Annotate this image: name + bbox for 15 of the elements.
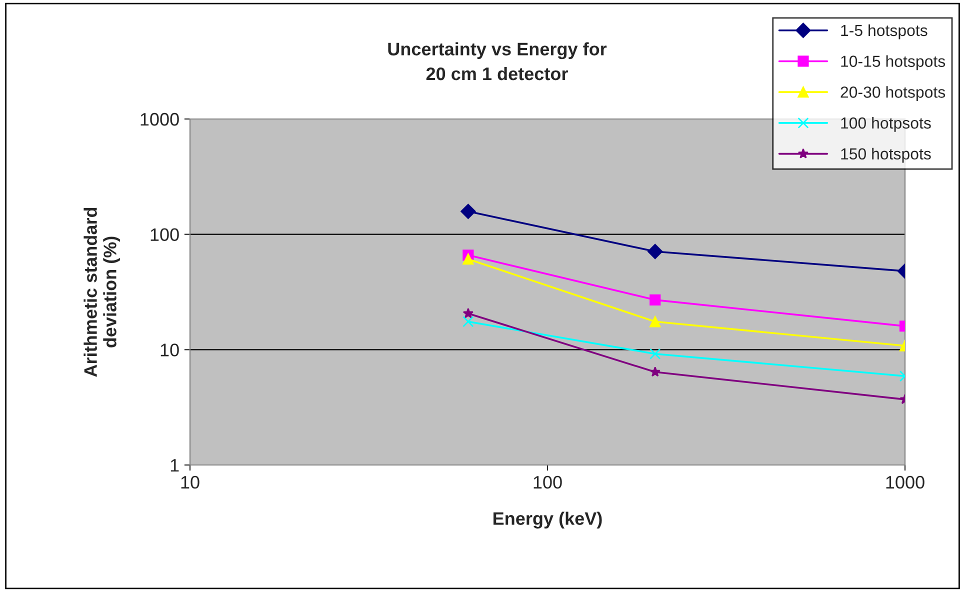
x-tick-label: 1000 — [886, 476, 924, 489]
legend-label: 10-15 hotspots — [841, 55, 946, 70]
y-tick-label: 1000 — [140, 112, 179, 126]
legend-label: 100 hotpsots — [841, 116, 931, 132]
x-tick-label: 100 — [534, 476, 562, 489]
chart-title: Uncertainty vs Energy for 20 cm 1 detector — [388, 42, 607, 80]
y-tick-label: 100 — [150, 228, 179, 242]
x-axis-title: Energy (keV) — [494, 512, 602, 529]
legend-label: 1-5 hotspots — [841, 24, 928, 40]
y-tick-label: 10 — [160, 344, 179, 356]
y-axis-title: Arithmetic standard deviation (%) — [84, 208, 120, 377]
legend-label: 20-30 hotspots — [840, 86, 946, 101]
legend-label: 150 hotspots — [841, 148, 931, 163]
y-tick-label: 1 — [170, 459, 179, 472]
x-tick-label: 10 — [181, 476, 200, 489]
